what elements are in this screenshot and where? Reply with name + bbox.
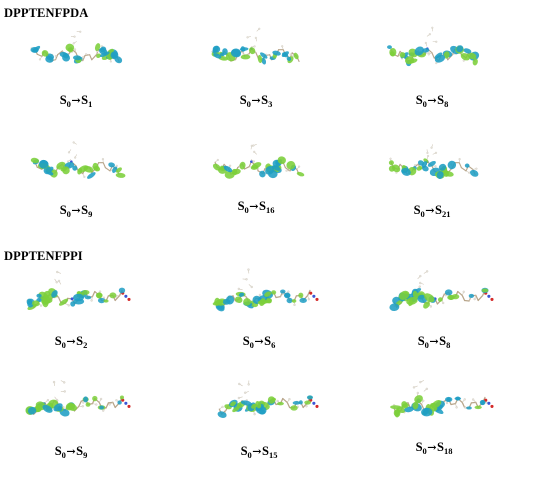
transition-label: S0→S21 <box>366 203 498 219</box>
orbital-density-image <box>366 135 498 201</box>
transition-arrow: → <box>249 200 258 213</box>
state-symbol-from: S <box>238 199 245 213</box>
state-index-to: 18 <box>444 446 453 456</box>
transition-label: S0→S2 <box>5 334 137 350</box>
transition-label: S0→S18 <box>368 440 500 456</box>
orbital-density-image <box>366 22 498 88</box>
transition-arrow: → <box>252 445 261 458</box>
orbital-density-image <box>368 375 500 439</box>
state-index-to: 1 <box>88 99 92 109</box>
orbital-density-image <box>5 268 137 332</box>
state-symbol-from: S <box>60 93 67 107</box>
transition-label: S0→S8 <box>366 93 498 109</box>
state-index-to: 8 <box>444 99 448 109</box>
transition-arrow: → <box>66 445 75 458</box>
state-index-to: 8 <box>446 340 450 350</box>
state-index-to: 6 <box>271 340 275 350</box>
transition-arrow: → <box>71 204 80 217</box>
orbital-lobes <box>390 394 485 418</box>
orbital-lobes <box>211 45 300 65</box>
state-symbol-from: S <box>241 444 248 458</box>
state-index-to: 2 <box>83 340 87 350</box>
state-symbol-to: S <box>259 199 266 213</box>
orbital-density-image <box>193 375 325 439</box>
orbital-lobes <box>212 288 307 313</box>
transition-label: S0→S16 <box>190 199 322 215</box>
state-index-to: 9 <box>88 209 92 219</box>
state-index-to: 16 <box>266 205 275 215</box>
state-symbol-to: S <box>435 203 442 217</box>
orbital-density-image <box>190 135 322 201</box>
transition-label: S0→S9 <box>5 444 137 460</box>
state-symbol-from: S <box>414 203 421 217</box>
transition-arrow: → <box>66 335 75 348</box>
transition-label: S0→S1 <box>10 93 142 109</box>
transition-label: S0→S8 <box>368 334 500 350</box>
orbital-lobes <box>387 44 481 66</box>
transition-arrow: → <box>427 94 436 107</box>
transition-arrow: → <box>254 335 263 348</box>
orbital-density-image <box>190 22 322 88</box>
state-symbol-from: S <box>416 440 423 454</box>
transition-arrow: → <box>71 94 80 107</box>
state-symbol-from: S <box>418 334 425 348</box>
orbital-lobes <box>388 157 480 179</box>
orbital-density-image <box>193 268 325 332</box>
state-index-to: 3 <box>268 99 272 109</box>
orbital-lobes <box>212 156 305 179</box>
state-symbol-to: S <box>262 444 269 458</box>
state-symbol-from: S <box>55 444 62 458</box>
state-index-to: 15 <box>269 450 278 460</box>
transition-label: S0→S9 <box>10 203 142 219</box>
state-index-to: 9 <box>83 450 87 460</box>
state-symbol-to: S <box>437 440 444 454</box>
state-symbol-from: S <box>416 93 423 107</box>
transition-arrow: → <box>429 335 438 348</box>
state-symbol-from: S <box>60 203 67 217</box>
section-title-dpptenfppi: DPPTENFPPI <box>4 249 83 264</box>
transition-arrow: → <box>251 94 260 107</box>
state-symbol-from: S <box>55 334 62 348</box>
section-title-dpptenfpda: DPPTENFPDA <box>4 6 88 21</box>
orbital-lobes <box>26 286 125 311</box>
transition-label: S0→S15 <box>193 444 325 460</box>
transition-arrow: → <box>427 441 436 454</box>
transition-label: S0→S6 <box>193 334 325 350</box>
orbital-density-image <box>10 22 142 88</box>
transition-label: S0→S3 <box>190 93 322 109</box>
orbital-density-image <box>368 268 500 332</box>
orbital-density-image <box>10 135 142 201</box>
state-index-to: 21 <box>442 209 451 219</box>
orbital-density-image <box>5 375 137 439</box>
orbital-lobes <box>25 396 124 418</box>
transition-arrow: → <box>425 204 434 217</box>
state-symbol-from: S <box>240 93 247 107</box>
state-symbol-from: S <box>243 334 250 348</box>
